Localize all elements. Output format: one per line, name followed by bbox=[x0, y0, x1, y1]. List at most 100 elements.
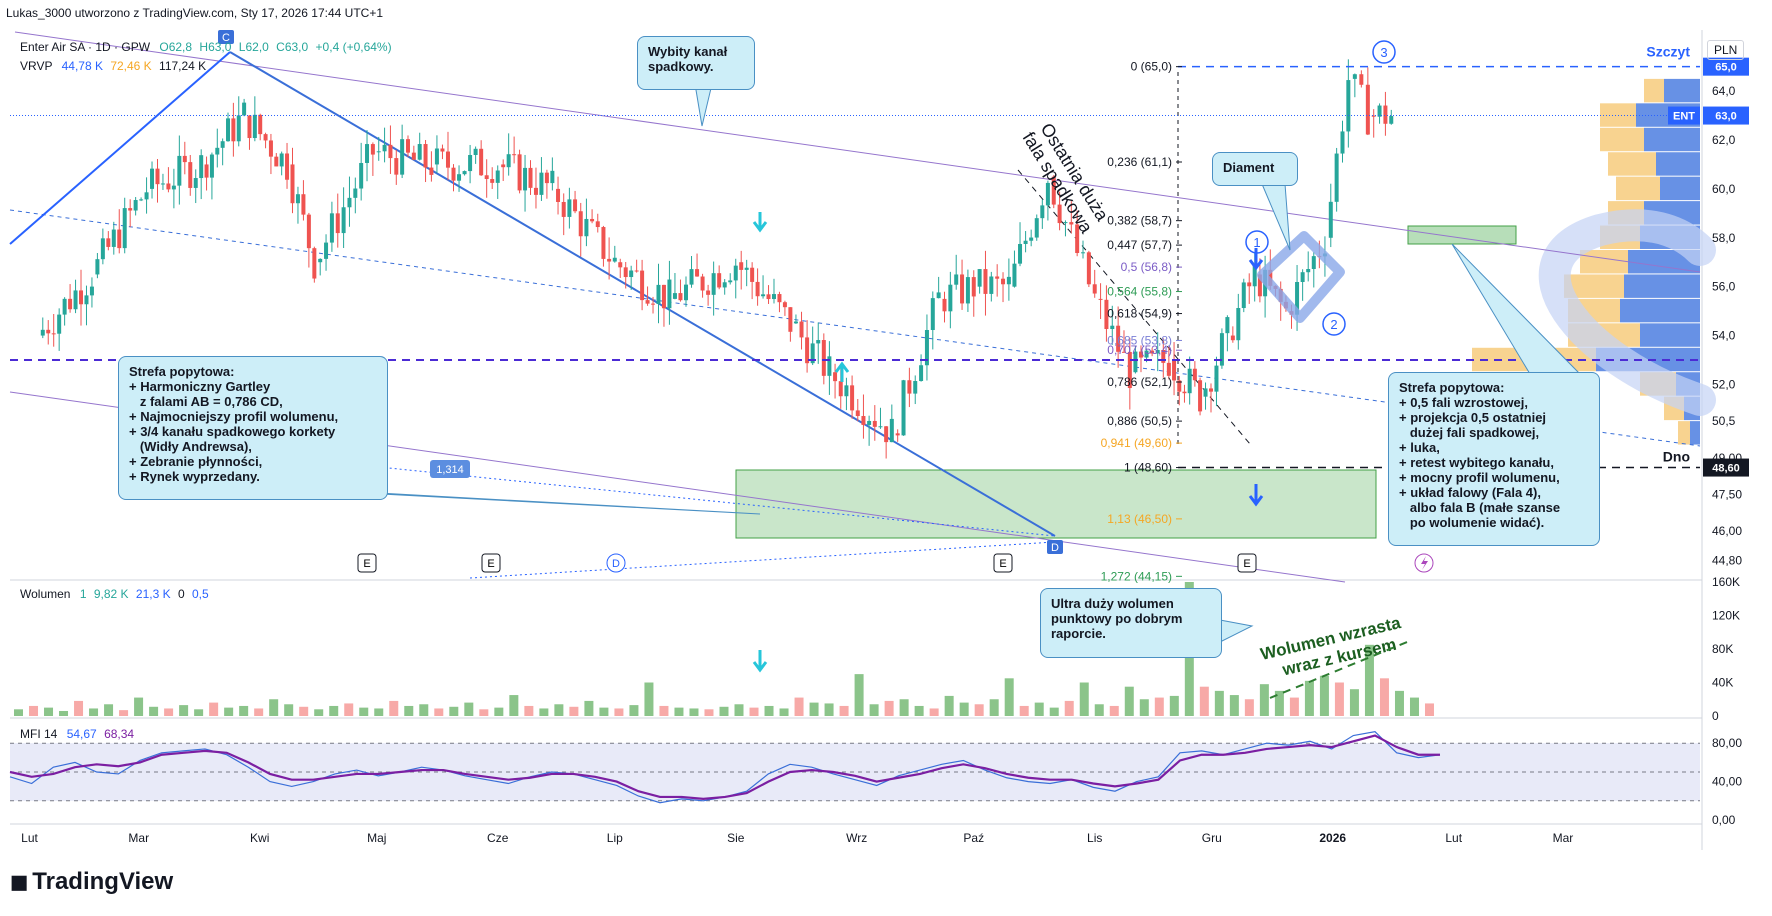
candle-body[interactable] bbox=[457, 174, 462, 181]
candle-body[interactable] bbox=[717, 273, 722, 288]
candle-body[interactable] bbox=[150, 168, 155, 189]
candle-body[interactable] bbox=[144, 192, 149, 200]
candle-body[interactable] bbox=[1340, 131, 1345, 154]
candle-body[interactable] bbox=[306, 214, 311, 249]
candle-body[interactable] bbox=[884, 426, 889, 443]
candle-body[interactable] bbox=[1040, 205, 1045, 219]
candle-body[interactable] bbox=[942, 298, 947, 312]
price-tag[interactable] bbox=[1703, 106, 1749, 125]
candle-body[interactable] bbox=[1311, 256, 1316, 270]
volume-bar[interactable] bbox=[899, 699, 909, 716]
volume-bar[interactable] bbox=[644, 682, 654, 717]
candle-body[interactable] bbox=[324, 242, 329, 259]
candle-body[interactable] bbox=[204, 164, 209, 178]
candle-body[interactable] bbox=[376, 151, 381, 153]
ratio-badge[interactable] bbox=[430, 460, 470, 478]
volume-bar[interactable] bbox=[464, 702, 474, 716]
candle-body[interactable] bbox=[607, 258, 612, 262]
candle-body[interactable] bbox=[1104, 299, 1109, 330]
candle-body[interactable] bbox=[1334, 153, 1339, 202]
volume-bar[interactable] bbox=[824, 703, 834, 716]
volume-bar[interactable] bbox=[869, 704, 879, 716]
candle-body[interactable] bbox=[451, 167, 456, 181]
candle-body[interactable] bbox=[861, 416, 866, 425]
volume-bar[interactable] bbox=[1334, 682, 1344, 717]
candle-body[interactable] bbox=[1306, 269, 1311, 273]
candle-body[interactable] bbox=[782, 302, 787, 308]
candle-body[interactable] bbox=[995, 276, 1000, 279]
candle-body[interactable] bbox=[539, 172, 544, 195]
annotation-strefa-2[interactable]: Strefa popytowa: + 0,5 fali wzrostowej, … bbox=[1388, 372, 1600, 546]
candle-body[interactable] bbox=[640, 270, 645, 301]
candle-body[interactable] bbox=[226, 118, 231, 142]
volume-bar[interactable] bbox=[539, 708, 549, 716]
candle-body[interactable] bbox=[793, 321, 798, 324]
candle-body[interactable] bbox=[1006, 276, 1011, 285]
candle-body[interactable] bbox=[417, 144, 422, 160]
candle-body[interactable] bbox=[977, 269, 982, 287]
candle-body[interactable] bbox=[1328, 201, 1333, 238]
candle-body[interactable] bbox=[89, 286, 94, 296]
volume-bar[interactable] bbox=[284, 704, 294, 716]
candle-body[interactable] bbox=[867, 420, 872, 425]
candle-body[interactable] bbox=[1203, 388, 1208, 397]
candle-body[interactable] bbox=[872, 420, 877, 427]
candle-body[interactable] bbox=[295, 194, 300, 204]
volume-bar[interactable] bbox=[314, 709, 324, 716]
volume-bar[interactable] bbox=[269, 699, 279, 716]
candle-body[interactable] bbox=[645, 300, 650, 304]
candle-body[interactable] bbox=[544, 172, 549, 184]
volume-bar[interactable] bbox=[1034, 702, 1044, 716]
candle-body[interactable] bbox=[1346, 80, 1351, 132]
candle-body[interactable] bbox=[188, 162, 193, 188]
candle-body[interactable] bbox=[954, 274, 959, 285]
candle-body[interactable] bbox=[827, 356, 832, 376]
volume-bar[interactable] bbox=[1289, 697, 1299, 716]
candle-body[interactable] bbox=[601, 227, 606, 259]
candle-body[interactable] bbox=[440, 148, 445, 152]
vrvp-legend[interactable]: VRVP 44,78 K 72,46 K 117,24 K bbox=[20, 59, 206, 73]
candle-body[interactable] bbox=[1116, 325, 1121, 352]
candle-body[interactable] bbox=[805, 337, 810, 364]
volume-bar[interactable] bbox=[359, 707, 369, 716]
volume-bar[interactable] bbox=[1109, 705, 1119, 716]
candle-body[interactable] bbox=[479, 148, 484, 176]
candle-body[interactable] bbox=[40, 329, 45, 336]
candle-body[interactable] bbox=[924, 330, 929, 366]
candle-body[interactable] bbox=[816, 340, 821, 344]
candle-body[interactable] bbox=[629, 270, 634, 278]
volume-legend[interactable]: Wolumen 1 9,82 K 21,3 K 0 0,5 bbox=[20, 587, 209, 601]
candle-body[interactable] bbox=[1359, 74, 1364, 85]
candle-body[interactable] bbox=[388, 144, 393, 159]
candle-body[interactable] bbox=[1075, 224, 1080, 254]
candle-body[interactable] bbox=[678, 293, 683, 301]
candle-body[interactable] bbox=[512, 154, 517, 156]
candle-body[interactable] bbox=[523, 167, 528, 191]
candle-body[interactable] bbox=[1166, 362, 1171, 376]
candle-body[interactable] bbox=[855, 410, 860, 417]
volume-bar[interactable] bbox=[104, 704, 114, 716]
volume-bar[interactable] bbox=[194, 709, 204, 716]
candle-body[interactable] bbox=[1225, 317, 1230, 334]
candle-body[interactable] bbox=[634, 270, 639, 272]
mfi-legend[interactable]: MFI 14 54,67 68,34 bbox=[20, 727, 134, 741]
candle-body[interactable] bbox=[46, 329, 51, 334]
candle-body[interactable] bbox=[1110, 325, 1115, 330]
candle-body[interactable] bbox=[1187, 368, 1192, 394]
candle-body[interactable] bbox=[79, 290, 84, 305]
point-c-marker[interactable] bbox=[218, 30, 234, 44]
volume-bar[interactable] bbox=[389, 700, 399, 716]
candle-body[interactable] bbox=[258, 114, 263, 135]
volume-bar[interactable] bbox=[74, 700, 84, 716]
candle-body[interactable] bbox=[901, 380, 906, 436]
candle-body[interactable] bbox=[1001, 278, 1006, 285]
volume-bar[interactable] bbox=[659, 705, 669, 716]
volume-bar[interactable] bbox=[689, 708, 699, 716]
candle-body[interactable] bbox=[533, 187, 538, 195]
candle-body[interactable] bbox=[1029, 237, 1034, 241]
upper-channel-line[interactable] bbox=[14, 31, 1701, 273]
candle-body[interactable] bbox=[799, 321, 804, 338]
candle-body[interactable] bbox=[578, 211, 583, 237]
candle-body[interactable] bbox=[656, 284, 661, 304]
volume-bar[interactable] bbox=[794, 697, 804, 716]
